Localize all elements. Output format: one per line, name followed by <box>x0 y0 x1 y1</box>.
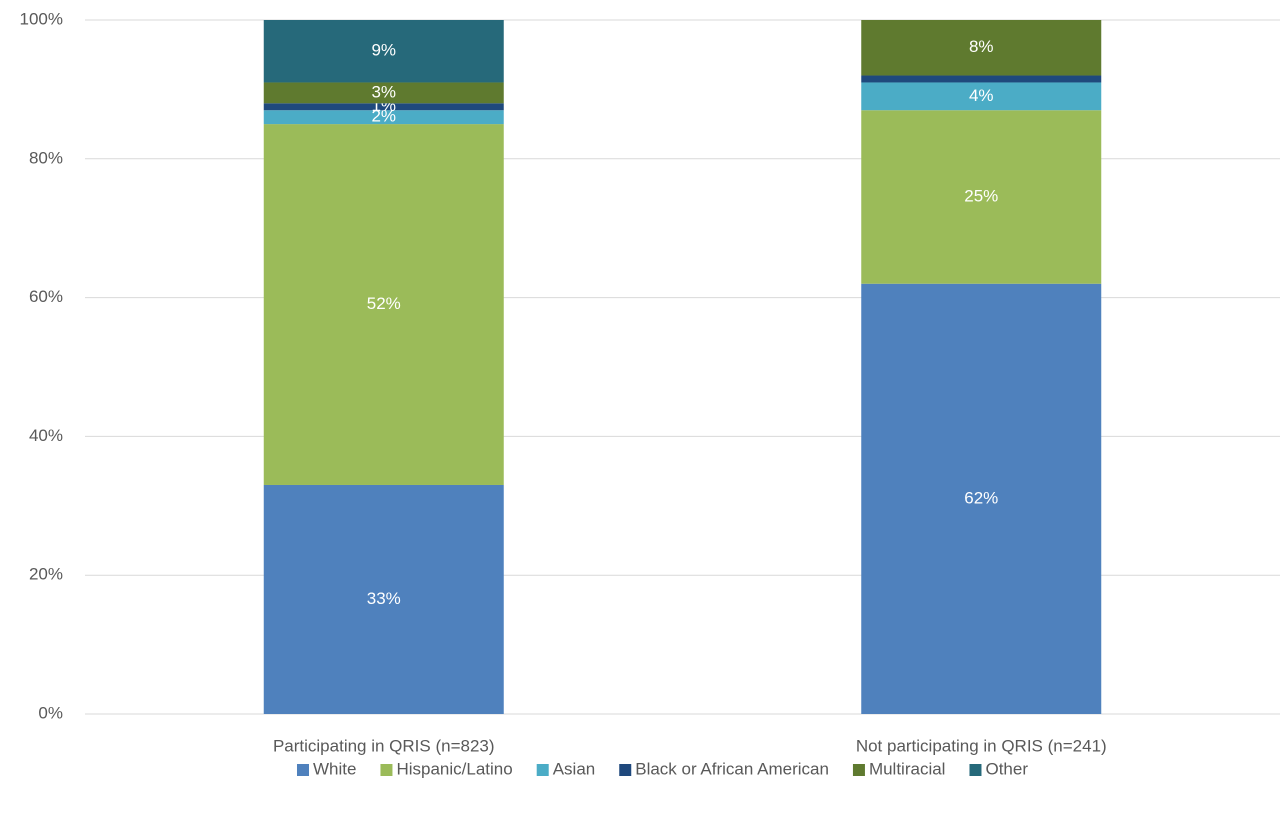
bar-segment <box>263 20 504 83</box>
data-label: 62% <box>964 488 998 507</box>
bar-segment <box>861 20 1102 76</box>
legend-label: Asian <box>553 759 596 778</box>
bar-segment <box>263 110 504 125</box>
legend-swatch <box>380 764 393 776</box>
data-label: 33% <box>367 589 401 608</box>
bar-segment <box>263 484 504 714</box>
y-tick-label: 60% <box>29 287 63 306</box>
legend-label: Multiracial <box>869 759 946 778</box>
data-label: 9% <box>371 41 396 60</box>
y-tick-label: 80% <box>29 148 63 167</box>
data-label: 52% <box>367 294 401 313</box>
bar-segment <box>263 103 504 111</box>
bar-segment <box>263 82 504 104</box>
legend-swatch <box>852 764 865 776</box>
bar-segment <box>861 82 1102 111</box>
data-label: 3% <box>371 82 396 101</box>
data-label: 8% <box>969 37 994 56</box>
bar-segment <box>861 75 1102 83</box>
bar-segment <box>263 124 504 485</box>
bar-segment <box>861 283 1102 714</box>
legend-swatch <box>619 764 632 776</box>
legend-label: White <box>313 759 356 778</box>
data-label: 2% <box>371 107 396 126</box>
legend-swatch <box>296 764 309 776</box>
x-tick-label: Participating in QRIS (n=823) <box>273 736 495 755</box>
y-tick-label: 0% <box>38 703 63 722</box>
legend-label: Black or African American <box>635 759 829 778</box>
x-tick-label: Not participating in QRIS (n=241) <box>856 736 1107 755</box>
bar-segment <box>861 110 1102 284</box>
legend-swatch <box>969 764 982 776</box>
legend-label: Hispanic/Latino <box>396 759 512 778</box>
y-tick-label: 20% <box>29 565 63 584</box>
y-tick-label: 40% <box>29 426 63 445</box>
legend-swatch <box>536 764 549 776</box>
y-tick-label: 100% <box>20 9 63 28</box>
data-label: 4% <box>969 86 994 105</box>
data-label: 25% <box>964 186 998 205</box>
legend-label: Other <box>985 759 1028 778</box>
